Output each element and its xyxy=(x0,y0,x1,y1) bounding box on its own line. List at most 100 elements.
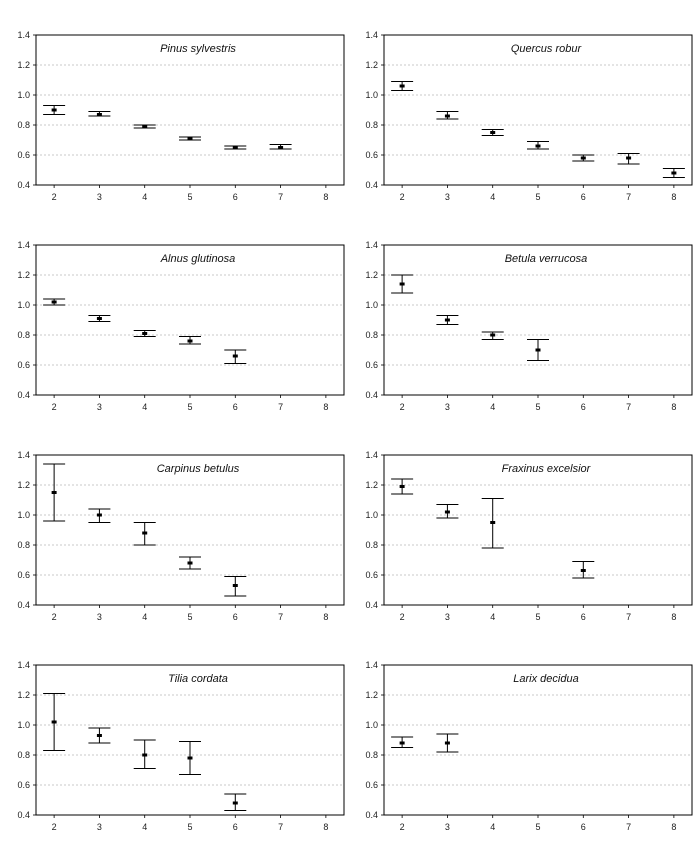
panel-title: Tilia cordata xyxy=(168,673,228,685)
y-tick-label: 1.2 xyxy=(17,60,30,70)
data-point xyxy=(399,282,405,286)
y-tick-label: 1.0 xyxy=(365,510,378,520)
y-tick-label: 1.0 xyxy=(17,90,30,100)
y-tick-label: 0.6 xyxy=(17,150,30,160)
y-tick-label: 1.4 xyxy=(17,450,30,460)
data-point xyxy=(142,125,148,128)
y-tick-label: 1.4 xyxy=(365,240,378,250)
data-point xyxy=(671,171,677,175)
x-tick-label: 5 xyxy=(535,192,540,202)
panel-title: Fraxinus excelsior xyxy=(502,463,592,475)
x-tick-label: 2 xyxy=(52,822,57,832)
x-tick-label: 2 xyxy=(52,612,57,622)
y-tick-label: 1.0 xyxy=(365,720,378,730)
x-tick-label: 7 xyxy=(278,822,283,832)
x-tick-label: 6 xyxy=(233,822,238,832)
data-point xyxy=(187,339,193,343)
x-tick-label: 6 xyxy=(581,822,586,832)
y-tick-label: 1.0 xyxy=(365,300,378,310)
x-tick-label: 8 xyxy=(323,402,328,412)
x-tick-label: 4 xyxy=(490,822,495,832)
data-point xyxy=(580,156,586,160)
x-tick-label: 3 xyxy=(97,192,102,202)
plot-frame xyxy=(35,664,345,816)
plot-frame xyxy=(383,34,693,186)
chart-panel: 0.4 0.6 0.8 1.0 1.2 1.4 2 3 4 5 6 7 8 Larix decidua xyxy=(365,660,693,832)
x-tick-label: 6 xyxy=(581,192,586,202)
plot-frame xyxy=(35,454,345,606)
y-tick-label: 0.4 xyxy=(365,600,378,610)
x-tick-label: 5 xyxy=(535,612,540,622)
x-tick-label: 8 xyxy=(671,822,676,832)
data-point xyxy=(232,584,238,587)
x-tick-label: 3 xyxy=(97,822,102,832)
plot-frame xyxy=(383,454,693,606)
y-tick-label: 0.4 xyxy=(365,390,378,400)
x-tick-label: 2 xyxy=(400,822,405,832)
x-tick-label: 7 xyxy=(626,192,631,202)
data-point xyxy=(490,131,496,134)
x-tick-label: 8 xyxy=(671,192,676,202)
y-tick-label: 0.8 xyxy=(17,120,30,130)
data-point xyxy=(142,332,148,335)
chart-panel: 0.4 0.6 0.8 1.0 1.2 1.4 2 3 4 5 6 7 8 Quercus robur xyxy=(365,30,693,202)
x-tick-label: 3 xyxy=(445,822,450,832)
y-tick-label: 1.0 xyxy=(365,90,378,100)
x-tick-label: 4 xyxy=(142,612,147,622)
y-tick-label: 1.4 xyxy=(17,240,30,250)
y-tick-label: 0.8 xyxy=(17,330,30,340)
y-tick-label: 1.2 xyxy=(365,690,378,700)
y-tick-label: 1.4 xyxy=(17,30,30,40)
x-tick-label: 3 xyxy=(445,612,450,622)
plot-frame xyxy=(35,34,345,186)
data-point xyxy=(444,510,450,514)
data-point xyxy=(232,354,238,358)
x-tick-label: 5 xyxy=(187,402,192,412)
data-point xyxy=(187,137,193,140)
x-tick-label: 6 xyxy=(581,612,586,622)
panel-title: Alnus glutinosa xyxy=(160,253,236,265)
y-tick-label: 1.0 xyxy=(17,510,30,520)
data-point xyxy=(399,485,405,488)
x-tick-label: 7 xyxy=(626,402,631,412)
data-point xyxy=(51,108,57,112)
x-tick-label: 8 xyxy=(323,822,328,832)
data-point xyxy=(399,84,405,88)
x-tick-label: 4 xyxy=(142,822,147,832)
data-point xyxy=(278,146,284,149)
y-tick-label: 0.6 xyxy=(365,570,378,580)
y-tick-label: 1.4 xyxy=(365,660,378,670)
y-tick-label: 0.6 xyxy=(365,360,378,370)
data-point xyxy=(142,753,148,757)
x-tick-label: 4 xyxy=(142,402,147,412)
x-tick-label: 7 xyxy=(626,612,631,622)
data-point xyxy=(626,156,632,160)
panel-title: Larix decidua xyxy=(513,673,578,685)
chart-panel: 0.4 0.6 0.8 1.0 1.2 1.4 2 3 4 5 6 7 8 Fraxinus excels… xyxy=(365,450,693,622)
x-tick-label: 5 xyxy=(535,402,540,412)
y-tick-label: 0.8 xyxy=(17,750,30,760)
x-tick-label: 6 xyxy=(581,402,586,412)
x-tick-label: 4 xyxy=(490,192,495,202)
panel-title: Pinus sylvestris xyxy=(160,43,236,55)
y-tick-label: 1.4 xyxy=(365,450,378,460)
data-point xyxy=(535,348,541,352)
x-tick-label: 2 xyxy=(52,402,57,412)
y-tick-label: 0.6 xyxy=(17,780,30,790)
plot-frame xyxy=(35,244,345,396)
data-point xyxy=(142,531,148,535)
y-tick-label: 0.8 xyxy=(365,120,378,130)
y-tick-label: 1.4 xyxy=(17,660,30,670)
chart-panel: 0.4 0.6 0.8 1.0 1.2 1.4 2 3 4 5 6 7 8 Alnus glutinosa xyxy=(17,240,345,412)
y-tick-label: 1.0 xyxy=(17,300,30,310)
x-tick-label: 4 xyxy=(142,192,147,202)
x-tick-label: 7 xyxy=(278,402,283,412)
plot-frame xyxy=(383,664,693,816)
y-tick-label: 0.8 xyxy=(365,330,378,340)
data-point xyxy=(187,756,193,760)
x-tick-label: 2 xyxy=(400,402,405,412)
data-point xyxy=(51,300,57,304)
y-tick-label: 1.0 xyxy=(17,720,30,730)
data-point xyxy=(490,333,496,337)
